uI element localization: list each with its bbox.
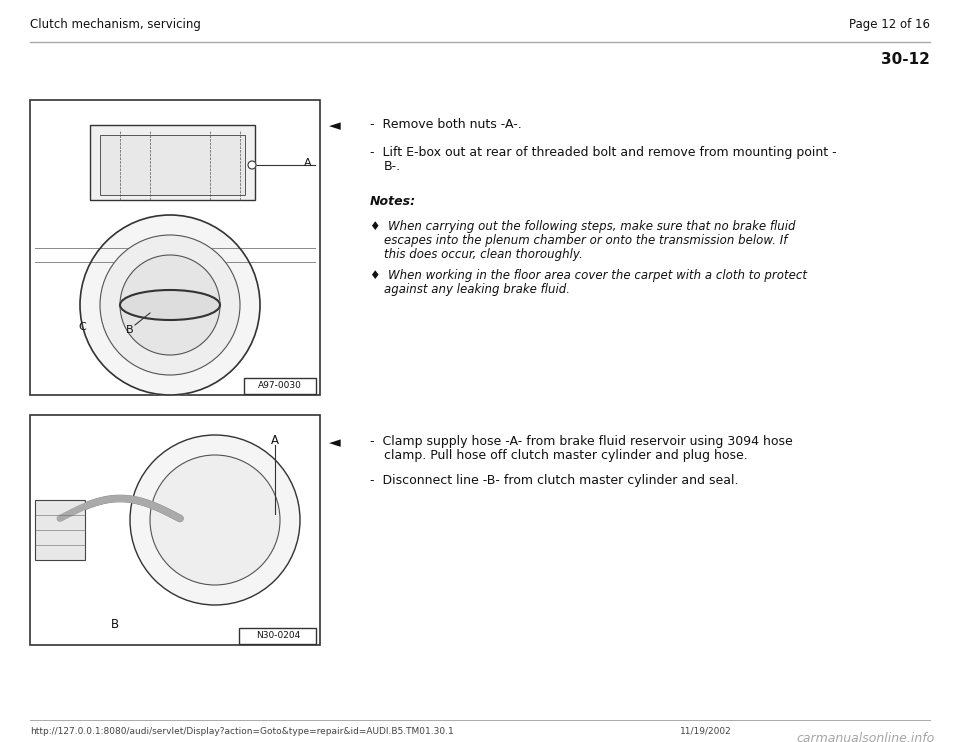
Circle shape bbox=[248, 161, 256, 169]
Text: 30-12: 30-12 bbox=[881, 52, 930, 67]
Text: ♦  When working in the floor area cover the carpet with a cloth to protect: ♦ When working in the floor area cover t… bbox=[370, 269, 807, 282]
Text: A: A bbox=[271, 433, 279, 447]
Text: clamp. Pull hose off clutch master cylinder and plug hose.: clamp. Pull hose off clutch master cylin… bbox=[384, 449, 748, 462]
Text: ◄: ◄ bbox=[329, 118, 341, 133]
Text: ♦  When carrying out the following steps, make sure that no brake fluid: ♦ When carrying out the following steps,… bbox=[370, 220, 796, 233]
FancyBboxPatch shape bbox=[244, 378, 316, 394]
Text: against any leaking brake fluid.: against any leaking brake fluid. bbox=[384, 283, 570, 296]
Text: this does occur, clean thoroughly.: this does occur, clean thoroughly. bbox=[384, 249, 583, 261]
Text: Clutch mechanism, servicing: Clutch mechanism, servicing bbox=[30, 18, 201, 31]
Circle shape bbox=[130, 435, 300, 605]
Text: -  Remove both nuts -A-.: - Remove both nuts -A-. bbox=[370, 118, 521, 131]
Ellipse shape bbox=[120, 290, 220, 320]
Text: Page 12 of 16: Page 12 of 16 bbox=[849, 18, 930, 31]
Text: escapes into the plenum chamber or onto the transmission below. If: escapes into the plenum chamber or onto … bbox=[384, 234, 787, 247]
Circle shape bbox=[100, 235, 240, 375]
Text: B: B bbox=[126, 325, 133, 335]
Text: B: B bbox=[111, 619, 119, 631]
Circle shape bbox=[150, 455, 280, 585]
Circle shape bbox=[120, 255, 220, 355]
Text: -  Lift E-box out at rear of threaded bolt and remove from mounting point -: - Lift E-box out at rear of threaded bol… bbox=[370, 146, 836, 159]
Text: C: C bbox=[78, 322, 85, 332]
Text: A: A bbox=[304, 158, 312, 168]
Text: Notes:: Notes: bbox=[370, 195, 416, 208]
Text: -  Disconnect line -B- from clutch master cylinder and seal.: - Disconnect line -B- from clutch master… bbox=[370, 474, 738, 487]
Bar bbox=[100, 135, 245, 195]
Bar bbox=[30, 100, 320, 395]
Text: -  Clamp supply hose -A- from brake fluid reservoir using 3094 hose: - Clamp supply hose -A- from brake fluid… bbox=[370, 435, 793, 448]
Bar bbox=[30, 415, 320, 645]
Text: http://127.0.0.1:8080/audi/servlet/Display?action=Goto&type=repair&id=AUDI.B5.TM: http://127.0.0.1:8080/audi/servlet/Displ… bbox=[30, 727, 454, 736]
Text: 11/19/2002: 11/19/2002 bbox=[680, 727, 732, 736]
Text: carmanualsonline.info: carmanualsonline.info bbox=[797, 732, 935, 742]
Text: A97-0030: A97-0030 bbox=[258, 381, 302, 390]
Text: ◄: ◄ bbox=[329, 435, 341, 450]
FancyBboxPatch shape bbox=[239, 628, 316, 644]
Text: N30-0204: N30-0204 bbox=[256, 631, 300, 640]
Text: B-.: B-. bbox=[384, 160, 401, 173]
Bar bbox=[90, 125, 255, 200]
Bar bbox=[35, 500, 85, 560]
Circle shape bbox=[80, 215, 260, 395]
